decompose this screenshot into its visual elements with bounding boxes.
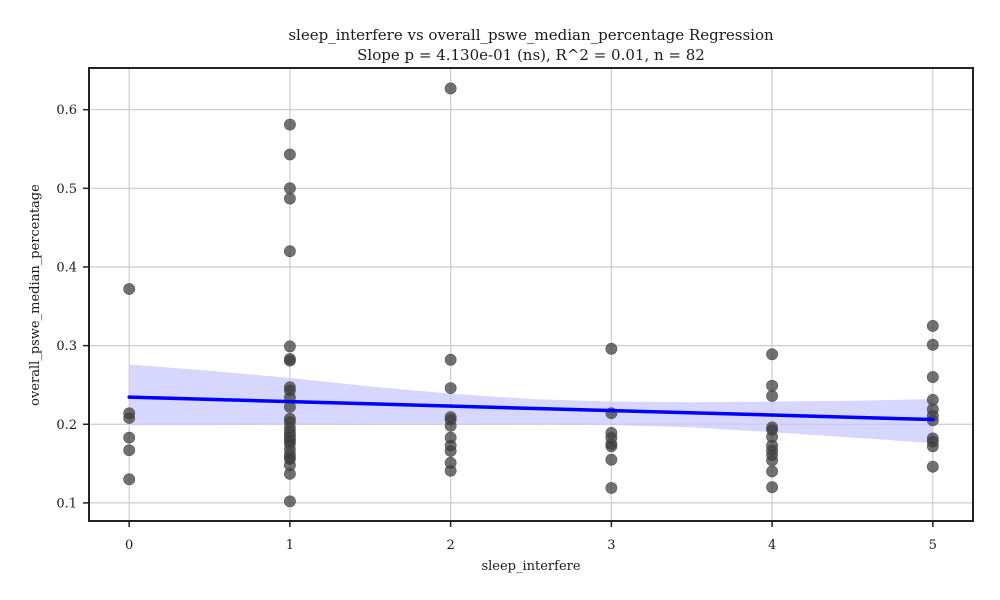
data-point (123, 283, 136, 295)
y-tick-label: 0.1 (56, 496, 77, 511)
y-tick-label: 0.4 (56, 260, 77, 275)
data-point (766, 390, 778, 402)
data-point (284, 354, 296, 367)
plot-frame (88, 67, 974, 522)
x-tick-label: 5 (929, 538, 937, 553)
data-point (605, 440, 618, 453)
data-point (284, 148, 296, 161)
data-point (444, 445, 457, 457)
data-point (123, 473, 136, 486)
data-point (766, 465, 778, 478)
confidence-band-layer (129, 364, 933, 444)
x-tick-label: 4 (768, 538, 776, 553)
chart-subtitle: Slope p = 4.130e-01 (ns), R^2 = 0.01, n … (357, 46, 705, 64)
regression-line-layer (127, 395, 935, 422)
data-point (605, 482, 618, 494)
data-point (766, 481, 778, 494)
data-point (284, 340, 296, 353)
data-point (444, 353, 457, 366)
data-point (284, 495, 296, 508)
chart-title: sleep_interfere vs overall_pswe_median_p… (288, 26, 774, 44)
data-point (444, 464, 457, 477)
data-point (926, 440, 939, 453)
y-tick-label: 0.5 (56, 182, 77, 197)
y-axis-ticks: 0.1 0.2 0.3 0.4 0.5 0.6 (56, 103, 89, 511)
data-point (444, 382, 457, 394)
y-tick-label: 0.6 (56, 103, 77, 118)
data-point (284, 467, 296, 480)
data-point (284, 192, 296, 205)
data-point (766, 454, 778, 467)
data-point (766, 348, 778, 361)
data-point (926, 320, 939, 332)
data-point (284, 182, 296, 195)
data-point (123, 444, 136, 457)
y-axis-label: overall_pswe_median_percentage (28, 184, 43, 406)
data-point (284, 245, 296, 258)
data-point (926, 338, 939, 351)
y-tick-label: 0.3 (56, 339, 77, 354)
grid-lines (89, 68, 973, 521)
data-point (926, 371, 939, 383)
x-tick-label: 1 (286, 538, 294, 553)
x-tick-label: 0 (125, 538, 133, 553)
data-point (123, 412, 136, 424)
x-tick-label: 3 (607, 538, 615, 553)
data-point (605, 342, 618, 355)
y-tick-label: 0.2 (56, 418, 77, 433)
x-tick-label: 2 (446, 538, 454, 553)
confidence-band (129, 364, 933, 444)
x-axis-ticks: 0 1 2 3 4 5 (125, 521, 937, 553)
regression-line (127, 395, 935, 422)
data-point (123, 431, 136, 444)
data-point (926, 460, 939, 473)
data-point (766, 379, 778, 392)
data-point (444, 419, 457, 432)
data-point (444, 82, 457, 95)
data-points (123, 82, 939, 508)
data-point (284, 118, 296, 131)
x-axis-label: sleep_interfere (481, 559, 580, 574)
data-point (605, 453, 618, 466)
